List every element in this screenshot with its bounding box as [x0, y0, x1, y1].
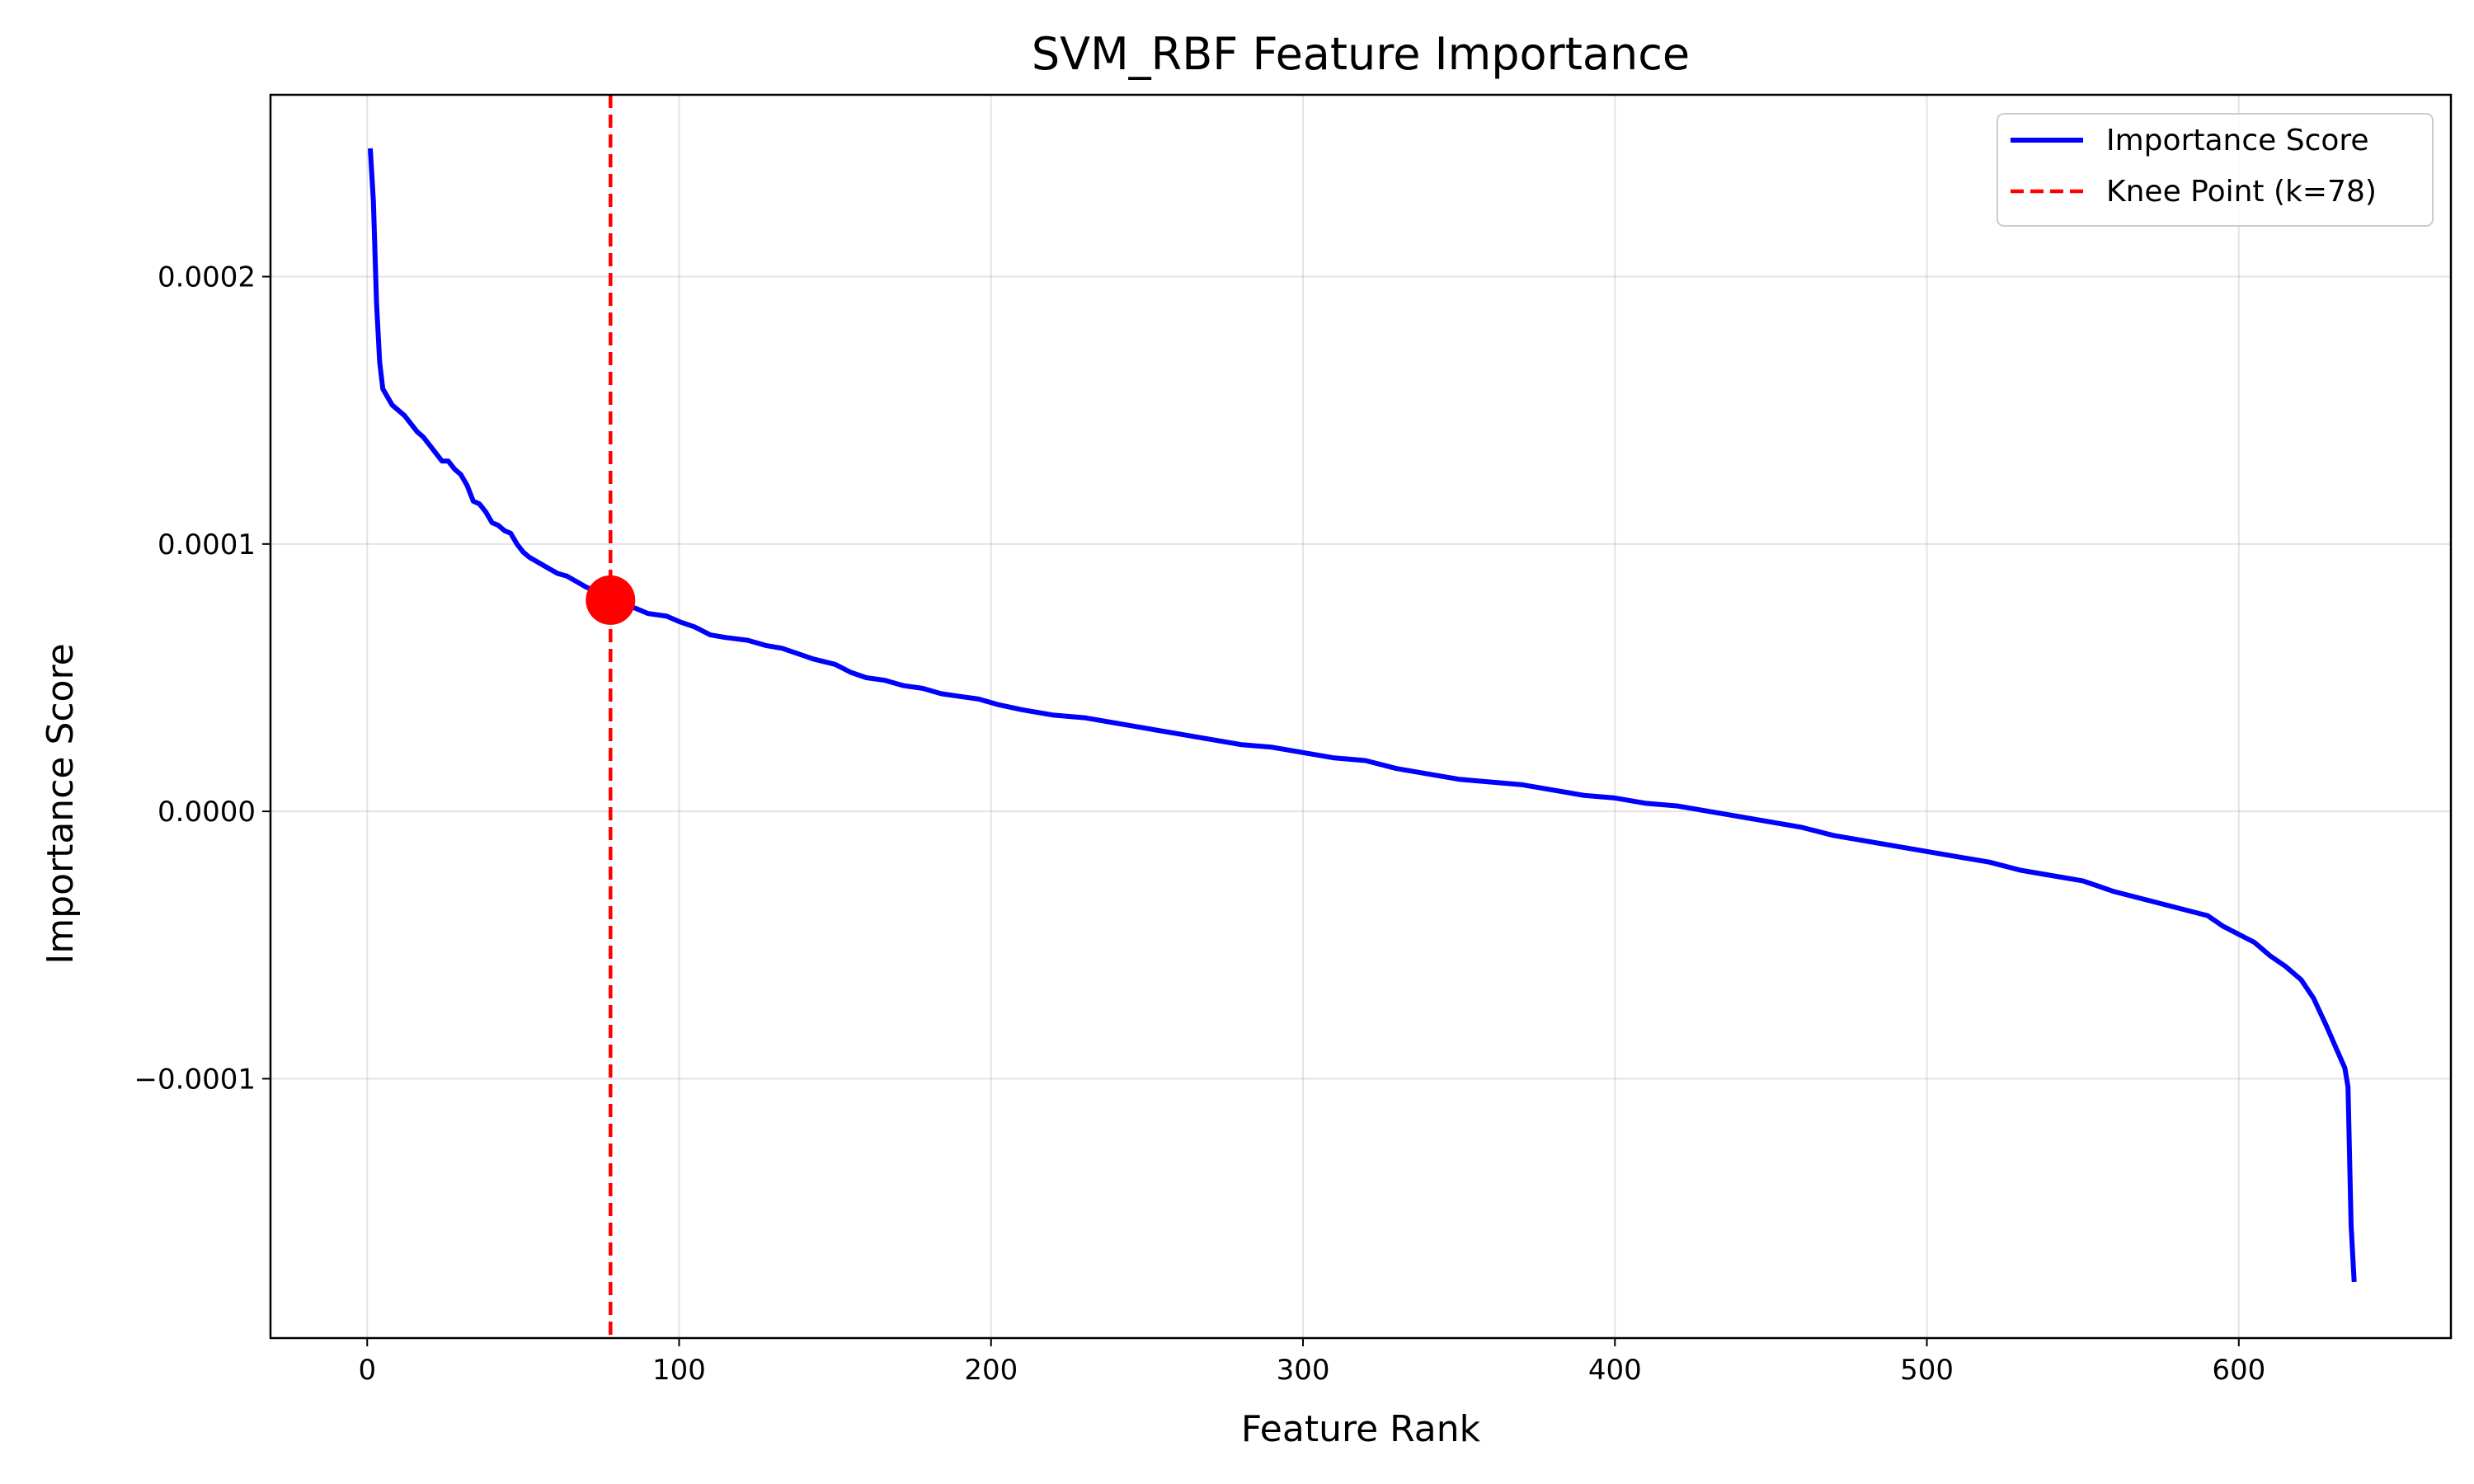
legend-box [1997, 113, 2434, 227]
legend-label-knee: Knee Point (k=78) [2106, 175, 2377, 209]
y-tick-label: −0.0001 [134, 1063, 256, 1096]
plot-area [368, 95, 2357, 1338]
x-tick-label: 0 [358, 1354, 376, 1387]
knee-point-marker [586, 575, 636, 625]
x-tick-label: 300 [1277, 1354, 1330, 1387]
plot-frame [269, 93, 2453, 1340]
x-tick-label: 400 [1588, 1354, 1642, 1387]
x-axis-label: Feature Rank [1241, 1408, 1481, 1450]
axis-ticks: 0 100 200 300 400 500 600 −0.0001 0.0000 0.0001 0.… [134, 261, 2266, 1387]
grid [270, 95, 2451, 1338]
x-tick-label: 600 [2212, 1354, 2265, 1387]
chart-title: SVM_RBF Feature Importance [1032, 28, 1690, 80]
y-tick-label: 0.0002 [158, 261, 256, 294]
y-tick-label: 0.0001 [158, 528, 256, 561]
legend-label-importance: Importance Score [2106, 124, 2369, 157]
x-tick-label: 100 [652, 1354, 706, 1387]
y-tick-label: 0.0000 [158, 796, 256, 829]
y-axis-label: Importance Score [40, 643, 82, 964]
series-line-importance-score [368, 148, 2357, 1283]
x-tick-label: 200 [964, 1354, 1018, 1387]
x-tick-label: 500 [1900, 1354, 1954, 1387]
legend: Importance Score Knee Point (k=78) [1997, 113, 2434, 227]
